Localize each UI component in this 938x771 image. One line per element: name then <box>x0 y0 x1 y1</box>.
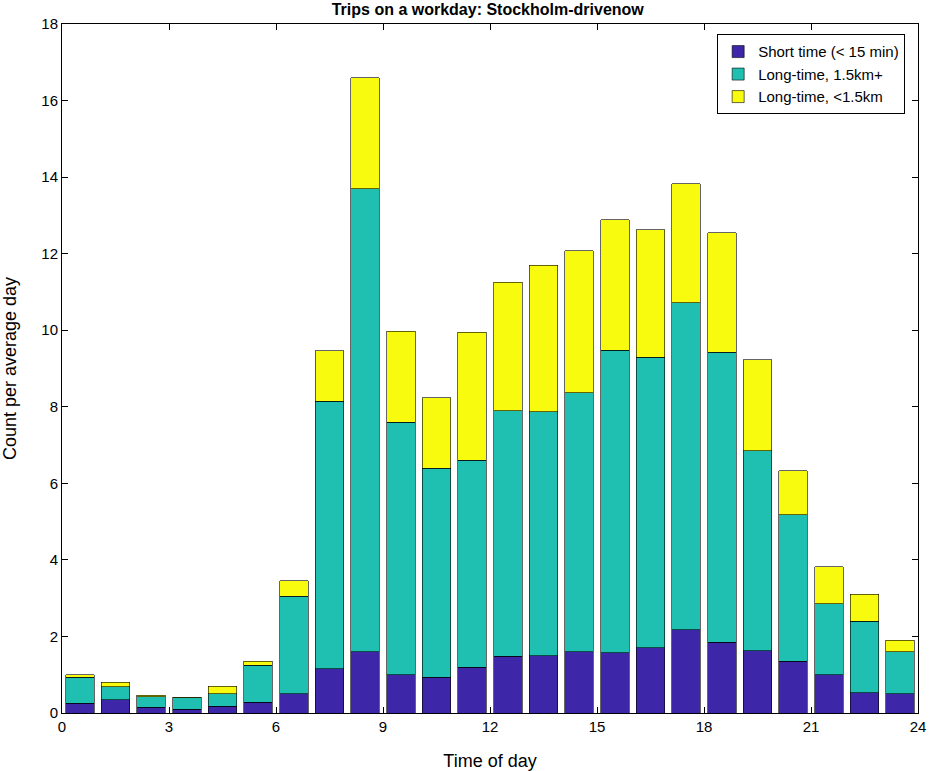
svg-text:16: 16 <box>41 92 58 109</box>
svg-text:10: 10 <box>41 321 58 338</box>
svg-text:0: 0 <box>58 718 66 735</box>
svg-text:6: 6 <box>50 475 58 492</box>
svg-text:24: 24 <box>910 718 927 735</box>
svg-text:2: 2 <box>50 628 58 645</box>
svg-text:0: 0 <box>50 704 58 721</box>
svg-text:Count per average day: Count per average day <box>0 277 20 460</box>
svg-text:4: 4 <box>50 551 58 568</box>
svg-text:14: 14 <box>41 168 58 185</box>
svg-text:6: 6 <box>272 718 280 735</box>
svg-text:Time of day: Time of day <box>443 751 536 771</box>
svg-text:Short time (< 15 min): Short time (< 15 min) <box>758 43 898 60</box>
svg-text:Trips on a workday: Stockholm-: Trips on a workday: Stockholm-drivenow <box>332 1 645 18</box>
svg-text:18: 18 <box>696 718 713 735</box>
svg-text:Long-time, 1.5km+: Long-time, 1.5km+ <box>758 66 883 83</box>
svg-text:15: 15 <box>589 718 606 735</box>
svg-text:12: 12 <box>41 245 58 262</box>
svg-text:21: 21 <box>803 718 820 735</box>
svg-text:9: 9 <box>379 718 387 735</box>
svg-text:Long-time, <1.5km: Long-time, <1.5km <box>758 88 883 105</box>
svg-text:18: 18 <box>41 15 58 32</box>
svg-text:12: 12 <box>482 718 499 735</box>
svg-text:8: 8 <box>50 398 58 415</box>
svg-text:3: 3 <box>165 718 173 735</box>
